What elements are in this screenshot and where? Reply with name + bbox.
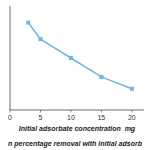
x-tick — [10, 110, 11, 113]
x-tick-label: 20 — [128, 114, 136, 121]
caption: n percentage removal with initial adsorb — [8, 140, 143, 148]
y-axis — [10, 6, 11, 110]
x-tick — [131, 110, 132, 113]
x-tick-label: 5 — [39, 114, 43, 121]
x-axis-label: Initial adsorbate concentration mg — [19, 125, 136, 133]
marker — [99, 75, 103, 79]
line — [28, 23, 132, 89]
x-tick — [40, 110, 41, 113]
marker — [69, 56, 73, 60]
marker — [38, 37, 42, 41]
marker — [130, 87, 134, 91]
marker — [26, 21, 30, 25]
plot-area — [26, 21, 134, 91]
x-axis — [10, 110, 144, 111]
x-tick-label: 10 — [67, 114, 75, 121]
x-tick-label: 0 — [8, 114, 12, 121]
x-tick-label: 15 — [97, 114, 105, 121]
chart: 0 5 10 15 20 Initial adsorbate concentration … — [0, 0, 150, 150]
x-tick — [101, 110, 102, 113]
x-tick — [70, 110, 71, 113]
